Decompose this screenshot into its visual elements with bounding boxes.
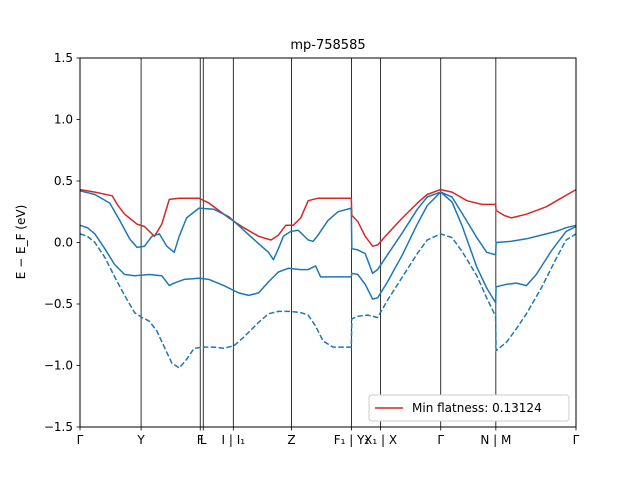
band-line-3 — [79, 233, 577, 369]
legend-label: Min flatness: 0.13124 — [412, 401, 542, 415]
x-tick-label-10: Γ — [573, 433, 580, 447]
y-tick-label-0: −1.5 — [44, 420, 73, 434]
y-axis-ticks: −1.5 −1.0 −0.5 0.0 0.5 1.0 1.5 — [44, 51, 80, 434]
x-tick-label-3: L — [200, 433, 207, 447]
chart-title: mp-758585 — [290, 38, 365, 53]
x-tick-label-1: Y — [136, 433, 145, 447]
y-tick-label-4: 0.5 — [54, 174, 73, 188]
y-tick-label-1: −1.0 — [44, 359, 73, 373]
x-tick-label-2: F — [197, 433, 204, 447]
band-line-1 — [79, 190, 577, 275]
legend-box — [368, 394, 570, 422]
y-tick-label-5: 1.0 — [54, 113, 73, 127]
y-axis-label: E − E_F (eV) — [14, 205, 28, 280]
x-tick-label-5: Z — [287, 433, 295, 447]
band-lines — [79, 188, 577, 369]
y-tick-label-3: 0.0 — [54, 236, 73, 250]
x-tick-label-4: I | I₁ — [222, 433, 246, 447]
legend: Min flatness: 0.13124 — [368, 394, 570, 422]
x-tick-label-6: F₁ | Y₁ — [334, 433, 370, 447]
band-line-0 — [79, 188, 577, 247]
y-tick-label-6: 1.5 — [54, 51, 73, 65]
y-tick-label-2: −0.5 — [44, 297, 73, 311]
band-line-2 — [79, 191, 577, 304]
x-tick-label-0: Γ — [77, 433, 84, 447]
x-tick-label-9: N | M — [480, 433, 511, 447]
x-tick-label-8: Γ — [437, 433, 444, 447]
x-tick-label-7: X₁ | X — [364, 433, 397, 447]
